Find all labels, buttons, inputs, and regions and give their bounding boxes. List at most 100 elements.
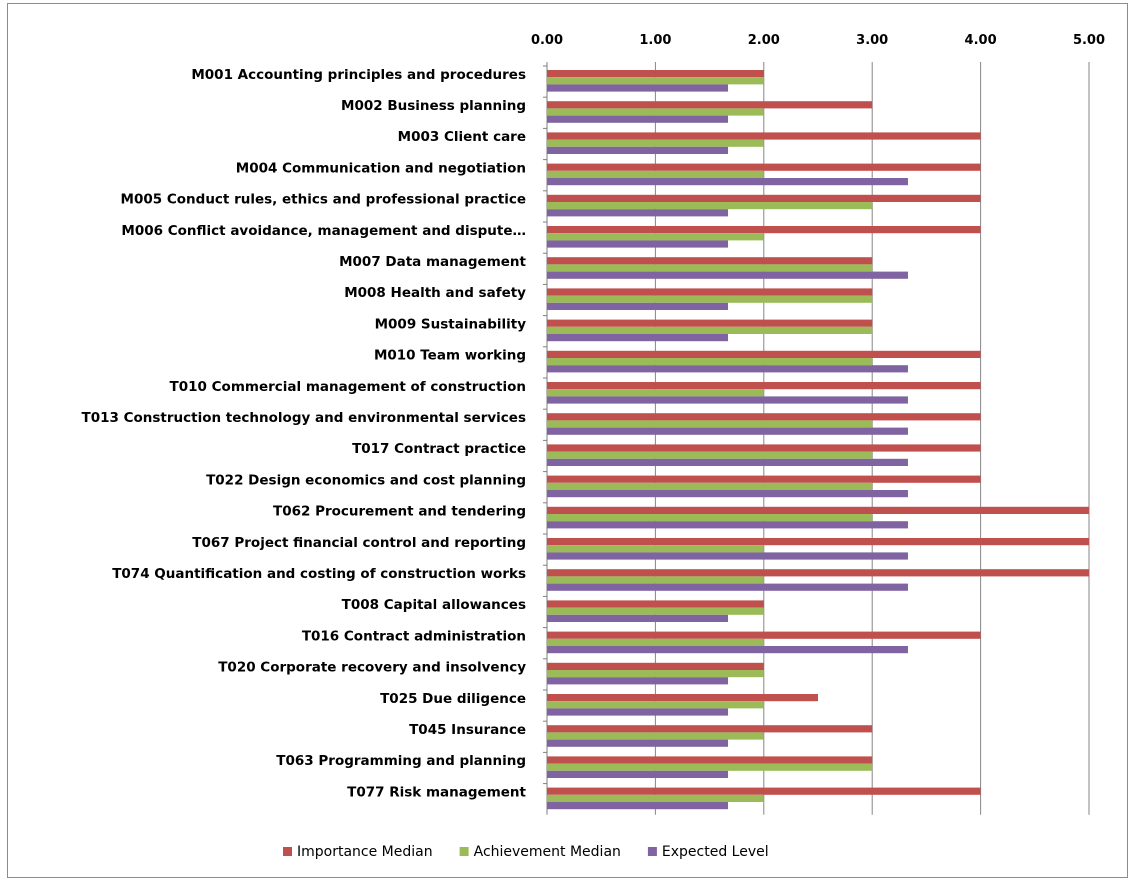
bar-importance-median <box>547 444 981 452</box>
bar-achievement-median <box>547 233 764 241</box>
legend-swatch <box>647 847 657 856</box>
bar-achievement-median <box>547 701 764 709</box>
bar-achievement-median <box>547 77 764 85</box>
category-label: T025 Due diligence <box>380 691 526 707</box>
bar-expected-level <box>547 84 729 92</box>
bar-importance-median <box>547 163 981 171</box>
bar-expected-level <box>547 614 729 622</box>
bar-importance-median <box>547 475 981 483</box>
category-label: M002 Business planning <box>341 98 526 114</box>
bar-importance-median <box>547 506 1089 514</box>
x-tick-label: 1.00 <box>639 33 671 48</box>
bar-importance-median <box>547 319 873 327</box>
x-tick-label: 3.00 <box>856 33 888 48</box>
bar-importance-median <box>547 538 1089 546</box>
bar-importance-median <box>547 257 873 265</box>
bar-importance-median <box>547 756 873 764</box>
legend-label: Expected Level <box>662 844 769 860</box>
bar-importance-median <box>547 226 981 234</box>
bar-achievement-median <box>547 670 764 678</box>
bar-expected-level <box>547 521 908 529</box>
bar-importance-median <box>547 600 764 608</box>
category-label: T017 Contract practice <box>352 441 526 457</box>
category-label: T077 Risk management <box>347 784 526 800</box>
legend: Importance Median Achievement Median Expec… <box>283 844 769 860</box>
category-label: T016 Contract administration <box>302 628 526 644</box>
category-label: M003 Client care <box>398 129 526 145</box>
bar-achievement-median <box>547 202 873 210</box>
bar-importance-median <box>547 194 981 202</box>
bar-expected-level <box>547 178 908 186</box>
x-tick-label: 4.00 <box>965 33 997 48</box>
bar-importance-median <box>547 662 764 670</box>
category-label: M008 Health and safety <box>344 285 526 301</box>
bar-importance-median <box>547 413 981 421</box>
category-label: T067 Project financial control and repor… <box>192 535 526 551</box>
bar-achievement-median <box>547 607 764 615</box>
bar-achievement-median <box>547 482 873 490</box>
bar-expected-level <box>547 427 908 435</box>
bar-expected-level <box>547 583 908 591</box>
category-label: M001 Accounting principles and procedure… <box>191 67 526 83</box>
bar-achievement-median <box>547 389 764 397</box>
category-label: M006 Conflict avoidance, management and … <box>121 223 526 239</box>
category-label: M007 Data management <box>339 254 526 270</box>
bar-achievement-median <box>547 326 873 334</box>
bar-importance-median <box>547 631 981 639</box>
x-tick-label: 5.00 <box>1073 33 1105 48</box>
category-label: T020 Corporate recovery and insolvency <box>218 660 526 676</box>
bar-expected-level <box>547 770 729 778</box>
bar-importance-median <box>547 70 764 78</box>
category-label: T022 Design economics and cost planning <box>206 472 526 488</box>
bar-expected-level <box>547 240 729 248</box>
legend-swatch <box>459 847 469 856</box>
category-label: T045 Insurance <box>409 722 526 738</box>
bar-expected-level <box>547 302 729 310</box>
bar-expected-level <box>547 646 908 654</box>
bar-importance-median <box>547 382 981 390</box>
bar-importance-median <box>547 101 873 109</box>
category-label: T010 Commercial management of constructi… <box>170 379 526 395</box>
bar-expected-level <box>547 146 729 154</box>
bar-achievement-median <box>547 514 873 522</box>
bar-achievement-median <box>547 545 764 553</box>
category-labels: M001 Accounting principles and procedure… <box>82 67 527 801</box>
x-tick-label: 0.00 <box>531 33 563 48</box>
x-tick-label: 2.00 <box>748 33 780 48</box>
bar-importance-median <box>547 725 873 733</box>
legend-label: Importance Median <box>297 844 433 860</box>
legend-swatch <box>283 847 292 856</box>
bar-expected-level <box>547 708 729 716</box>
bars <box>547 70 1089 810</box>
category-label: T063 Programming and planning <box>276 753 526 769</box>
x-tick-labels: 0.00 1.00 2.00 3.00 4.00 5.00 <box>531 33 1105 48</box>
bar-achievement-median <box>547 264 873 272</box>
bar-expected-level <box>547 209 729 217</box>
bar-achievement-median <box>547 638 764 646</box>
category-label: T013 Construction technology and environ… <box>82 410 527 426</box>
bar-expected-level <box>547 115 729 123</box>
bar-achievement-median <box>547 576 764 584</box>
bar-importance-median <box>547 288 873 296</box>
bar-achievement-median <box>547 420 873 428</box>
bar-achievement-median <box>547 763 873 771</box>
bar-expected-level <box>547 334 729 342</box>
bar-expected-level <box>547 271 908 279</box>
bar-expected-level <box>547 490 908 498</box>
category-label: M009 Sustainability <box>375 316 527 332</box>
bar-achievement-median <box>547 732 764 740</box>
bar-expected-level <box>547 739 729 747</box>
bar-achievement-median <box>547 358 873 366</box>
bar-importance-median <box>547 694 818 702</box>
bar-expected-level <box>547 802 729 810</box>
bar-expected-level <box>547 365 908 373</box>
bar-expected-level <box>547 677 729 685</box>
category-label: M005 Conduct rules, ethics and professio… <box>121 192 526 208</box>
bar-achievement-median <box>547 170 764 178</box>
bar-achievement-median <box>547 295 873 303</box>
bar-achievement-median <box>547 139 764 147</box>
category-label: T074 Quantification and costing of const… <box>112 566 526 582</box>
legend-label: Achievement Median <box>474 844 621 860</box>
bar-achievement-median <box>547 108 764 116</box>
category-label: M010 Team working <box>374 348 526 364</box>
